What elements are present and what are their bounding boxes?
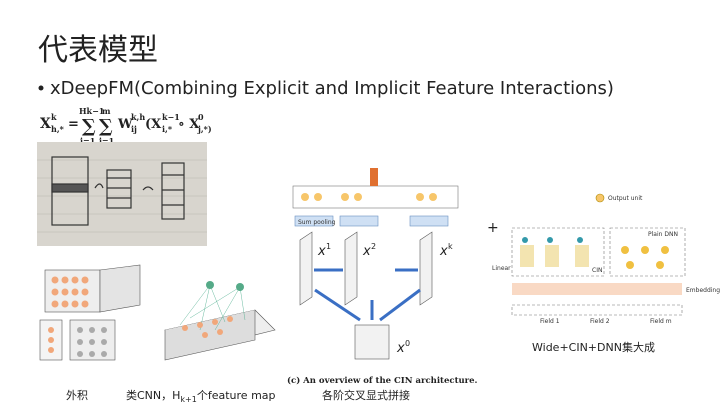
formula-part: ∑	[82, 116, 96, 137]
formula-part: (X	[145, 117, 162, 132]
field-label: Field 2	[590, 318, 610, 325]
formula-part: ∑	[99, 116, 113, 137]
outer-product-figure	[39, 264, 141, 361]
pooling-label: Sum pooling	[298, 219, 336, 226]
caption-part: k+1	[180, 395, 196, 404]
bullet-dot	[38, 85, 44, 91]
caption-part: 个feature map	[197, 389, 276, 402]
dnn-label: Plain DNN	[648, 231, 678, 238]
field-label: Field 1	[540, 318, 560, 325]
formula-part: ij	[131, 124, 137, 134]
handwritten-sketch	[37, 142, 207, 246]
formula-part: h,*	[51, 124, 65, 134]
cin-label: k	[448, 242, 453, 251]
xdeepfm-figure: Output unit + CIN Plain DNN Linear Embed…	[487, 193, 720, 325]
feature-map-figure	[164, 281, 276, 361]
formula-part: i,*	[162, 124, 173, 134]
caption-outer: 外积	[66, 389, 88, 402]
output-label: Output unit	[608, 195, 643, 202]
bullet-text: xDeepFM(Combining Explicit and Implicit …	[50, 78, 614, 99]
plus-sign: +	[487, 220, 499, 236]
caption-concat: 各阶交叉显式拼接	[322, 388, 410, 402]
caption-cnn: 类CNN，Hk+1个feature map	[126, 388, 276, 404]
formula-part: j=1	[98, 136, 114, 146]
formula-part: 0	[198, 112, 204, 122]
caption-wide: Wide+CIN+DNN集大成	[532, 340, 655, 354]
cin-label: x	[396, 341, 405, 356]
slide-title: 代表模型	[38, 33, 158, 68]
cin-label: 2	[371, 242, 376, 251]
formula-part: k,h	[131, 112, 145, 122]
field-label: Field m	[650, 318, 672, 325]
cin-label: 0	[405, 339, 410, 348]
cin-figure: Sum pooling x 1 x 2 x k x 0 (c) An overv…	[287, 168, 478, 386]
cin-label: 1	[326, 242, 331, 251]
formula-part: k−1	[162, 112, 180, 122]
caption-part: 类CNN，H	[126, 388, 180, 402]
formula-part: =	[68, 117, 79, 132]
linear-label: Linear	[492, 265, 511, 272]
cin-label: x	[439, 244, 448, 259]
formula-part: m	[102, 106, 111, 116]
formula-part: i=1	[80, 136, 95, 146]
cin-label: x	[317, 244, 326, 259]
cin-caption: (c) An overview of the CIN architecture.	[287, 375, 478, 386]
cin-block-label: CIN	[592, 267, 602, 274]
embedding-label: Embedding layer	[686, 287, 720, 294]
formula: X k h,* = ∑ Hk−1 i=1 ∑ m j=1 W k,h ij (X…	[40, 106, 212, 146]
formula-part: X	[40, 116, 51, 132]
formula-part: j,*)	[197, 124, 212, 134]
cin-label: x	[362, 244, 371, 259]
formula-part: Hk−1	[79, 106, 104, 116]
formula-part: W	[117, 117, 133, 132]
formula-part: k	[51, 112, 57, 122]
formula-part: ∘ X	[178, 117, 200, 132]
